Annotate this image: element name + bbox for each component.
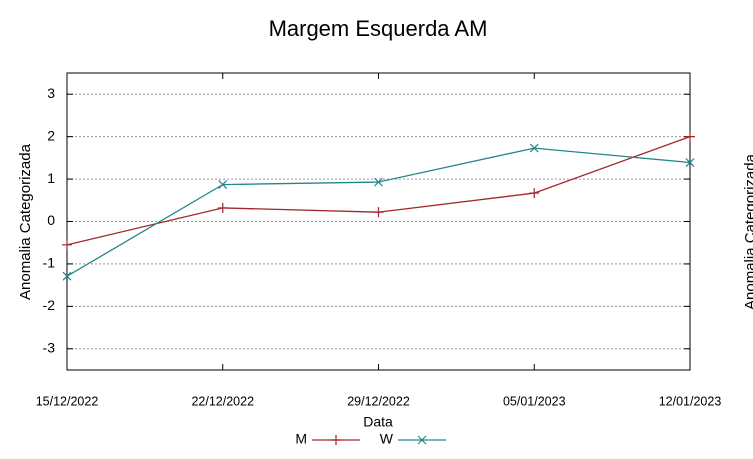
- x-tick-label: 15/12/2022: [36, 394, 99, 408]
- point-marker: [331, 435, 341, 445]
- y-tick-label: -2: [43, 297, 56, 313]
- x-axis-label: Data: [363, 414, 393, 430]
- legend-label: M: [295, 431, 307, 447]
- point-marker: [529, 143, 539, 153]
- legend-label: W: [380, 431, 394, 447]
- y-tick-label: -3: [43, 339, 56, 355]
- y-tick-label: -1: [43, 255, 56, 271]
- plot-border: [66, 72, 691, 371]
- y-tick-label: 0: [47, 212, 55, 228]
- point-marker: [62, 239, 72, 250]
- point-marker: [417, 435, 427, 445]
- point-marker: [685, 131, 695, 142]
- point-marker: [685, 158, 695, 167]
- y-tick-label: 2: [47, 127, 55, 143]
- point-marker: [374, 177, 383, 187]
- x-tick-label: 05/01/2023: [503, 394, 566, 408]
- point-marker: [62, 271, 72, 281]
- y-tick-label: 1: [47, 170, 55, 186]
- chart-title: Margem Esquerda AM: [269, 16, 488, 41]
- point-marker: [529, 188, 540, 199]
- x-tick-label: 12/01/2023: [659, 394, 722, 408]
- y-axis-label: Anomalia Categorizada: [17, 143, 34, 300]
- x-tick-label: 22/12/2022: [191, 394, 254, 408]
- neighbor-y-axis-label: Anomalia Categorizada: [742, 153, 753, 310]
- x-tick-label: 29/12/2022: [347, 394, 410, 408]
- y-tick-label: 3: [47, 85, 55, 101]
- point-marker: [217, 202, 228, 213]
- point-marker: [373, 207, 384, 218]
- point-marker: [218, 180, 228, 190]
